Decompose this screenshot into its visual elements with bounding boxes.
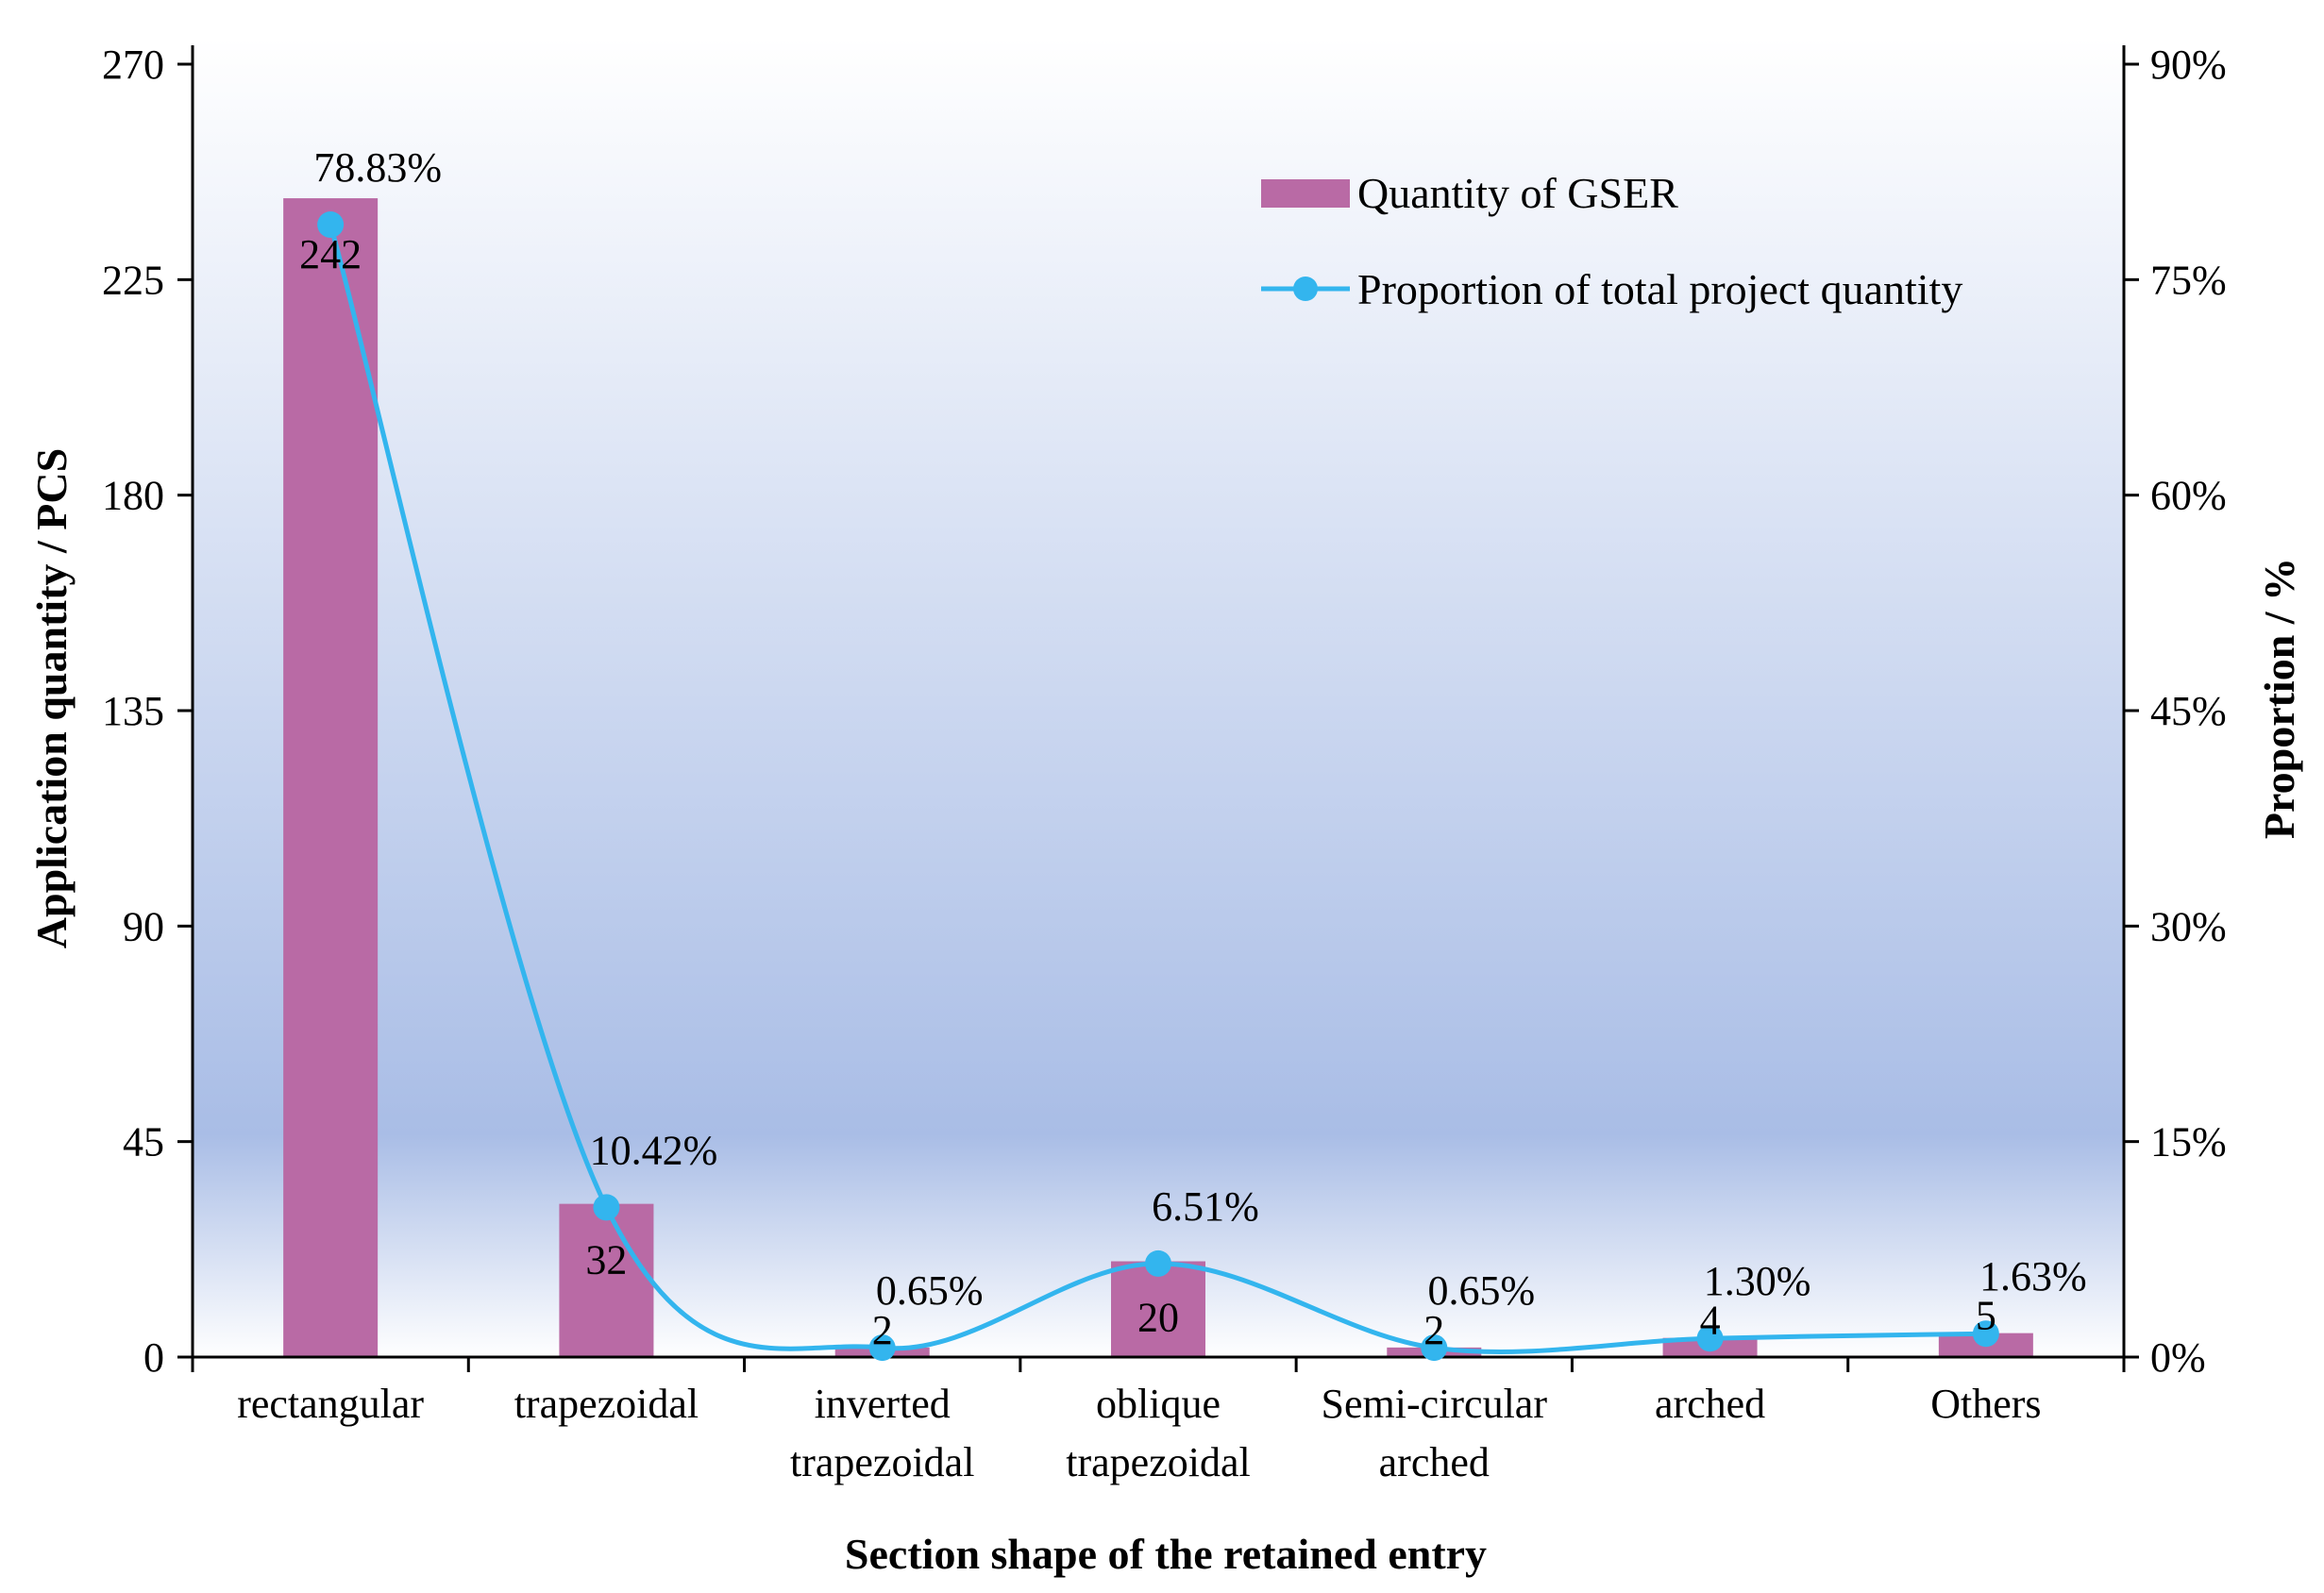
bar-label-1: 32	[585, 1237, 627, 1283]
legend-swatch-quantity	[1261, 179, 1350, 208]
line-series	[317, 211, 1999, 1362]
x-tick-label-1: trapezoidal	[514, 1381, 699, 1427]
x-tick-label-6: Others	[1930, 1381, 2041, 1427]
line-label-4: 0.65%	[1427, 1267, 1535, 1314]
right-tick-label-2: 30%	[2150, 903, 2227, 949]
bar-label-4: 2	[1423, 1307, 1444, 1353]
left-tick-label-0: 0	[143, 1334, 164, 1381]
bar-label-0: 242	[299, 231, 362, 277]
bar-label-2: 2	[872, 1307, 893, 1353]
legend: Quantity of GSER Proportion of total pro…	[1261, 169, 1962, 313]
bar-0	[283, 198, 379, 1357]
legend-label-proportion: Proportion of total project quantity	[1357, 265, 1962, 313]
line-label-5: 1.30%	[1704, 1258, 1811, 1304]
line-label-6: 1.63%	[1979, 1253, 2087, 1300]
left-tick-label-2: 90	[123, 903, 164, 949]
left-tick-label-5: 225	[102, 257, 164, 303]
x-tick-label-0: rectangular	[237, 1381, 424, 1427]
x-tick-label-3-line-0: oblique	[1096, 1381, 1221, 1427]
y-axis-title: Application quantity / PCS	[27, 448, 76, 948]
x-axis-title: Section shape of the retained entry	[845, 1530, 1487, 1578]
line-label-2: 0.65%	[876, 1267, 984, 1314]
x-tick-label-4-line-0: Semi-circular	[1322, 1381, 1548, 1427]
x-tick-label-2-line-1: trapezoidal	[790, 1439, 974, 1485]
bar-label-6: 5	[1976, 1293, 1996, 1339]
right-tick-label-4: 60%	[2150, 473, 2227, 519]
x-tick-label-0-line-0: rectangular	[237, 1381, 424, 1427]
x-tick-label-3: oblique trapezoidal	[1066, 1381, 1250, 1485]
left-tick-label-6: 270	[102, 42, 164, 88]
line-point-0	[317, 211, 345, 239]
data-labels: 242 32 2 20 2 4 5 78.83% 10.42% 0.65% 6.51% 0.65% 1.…	[299, 144, 2087, 1353]
left-axis: 0 45 90 135 180 225 270	[102, 42, 194, 1381]
right-axis: 0% 15% 30% 45% 60% 75% 90%	[2122, 42, 2227, 1381]
x-tick-label-5: arched	[1655, 1381, 1765, 1427]
x-axis: rectangular trapezoidal inverted trapezoida…	[191, 1355, 2126, 1485]
left-tick-label-3: 135	[102, 688, 164, 734]
line-point-1	[593, 1194, 620, 1221]
x-tick-label-4-line-1: arched	[1379, 1439, 1490, 1485]
right-tick-label-5: 75%	[2150, 257, 2227, 303]
line-label-1: 10.42%	[590, 1127, 718, 1173]
right-tick-label-6: 90%	[2150, 42, 2227, 88]
bar-3	[1111, 1261, 1205, 1357]
legend-label-quantity: Quantity of GSER	[1357, 169, 1678, 217]
x-tick-label-6-line-0: Others	[1930, 1381, 2041, 1427]
right-tick-label-1: 15%	[2150, 1119, 2227, 1165]
bar-label-3: 20	[1137, 1295, 1179, 1341]
legend-marker-proportion	[1293, 277, 1318, 301]
line-point-3	[1145, 1249, 1171, 1277]
plot-area	[193, 38, 2124, 1359]
left-tick-label-1: 45	[123, 1119, 164, 1165]
line-point-5	[1696, 1325, 1724, 1352]
right-tick-label-3: 45%	[2150, 688, 2227, 734]
line-point-2	[868, 1334, 896, 1362]
bar-label-5: 4	[1700, 1298, 1721, 1344]
bar-1	[559, 1203, 654, 1357]
line-label-3: 6.51%	[1152, 1183, 1259, 1230]
x-tick-label-3-line-1: trapezoidal	[1066, 1439, 1250, 1485]
right-tick-label-0: 0%	[2150, 1334, 2206, 1381]
left-tick-label-4: 180	[102, 473, 164, 519]
y2-axis-title: Proportion / %	[2255, 558, 2303, 839]
x-tick-label-2: inverted trapezoidal	[790, 1381, 974, 1485]
line-label-0: 78.83%	[313, 144, 442, 191]
line-point-4	[1421, 1334, 1448, 1362]
line-point-6	[1972, 1320, 1999, 1348]
proportion-line	[328, 224, 1986, 1354]
x-tick-label-2-line-0: inverted	[815, 1381, 951, 1427]
x-tick-label-4: Semi-circular arched	[1322, 1381, 1548, 1485]
x-tick-label-1-line-0: trapezoidal	[514, 1381, 699, 1427]
x-tick-label-5-line-0: arched	[1655, 1381, 1765, 1427]
